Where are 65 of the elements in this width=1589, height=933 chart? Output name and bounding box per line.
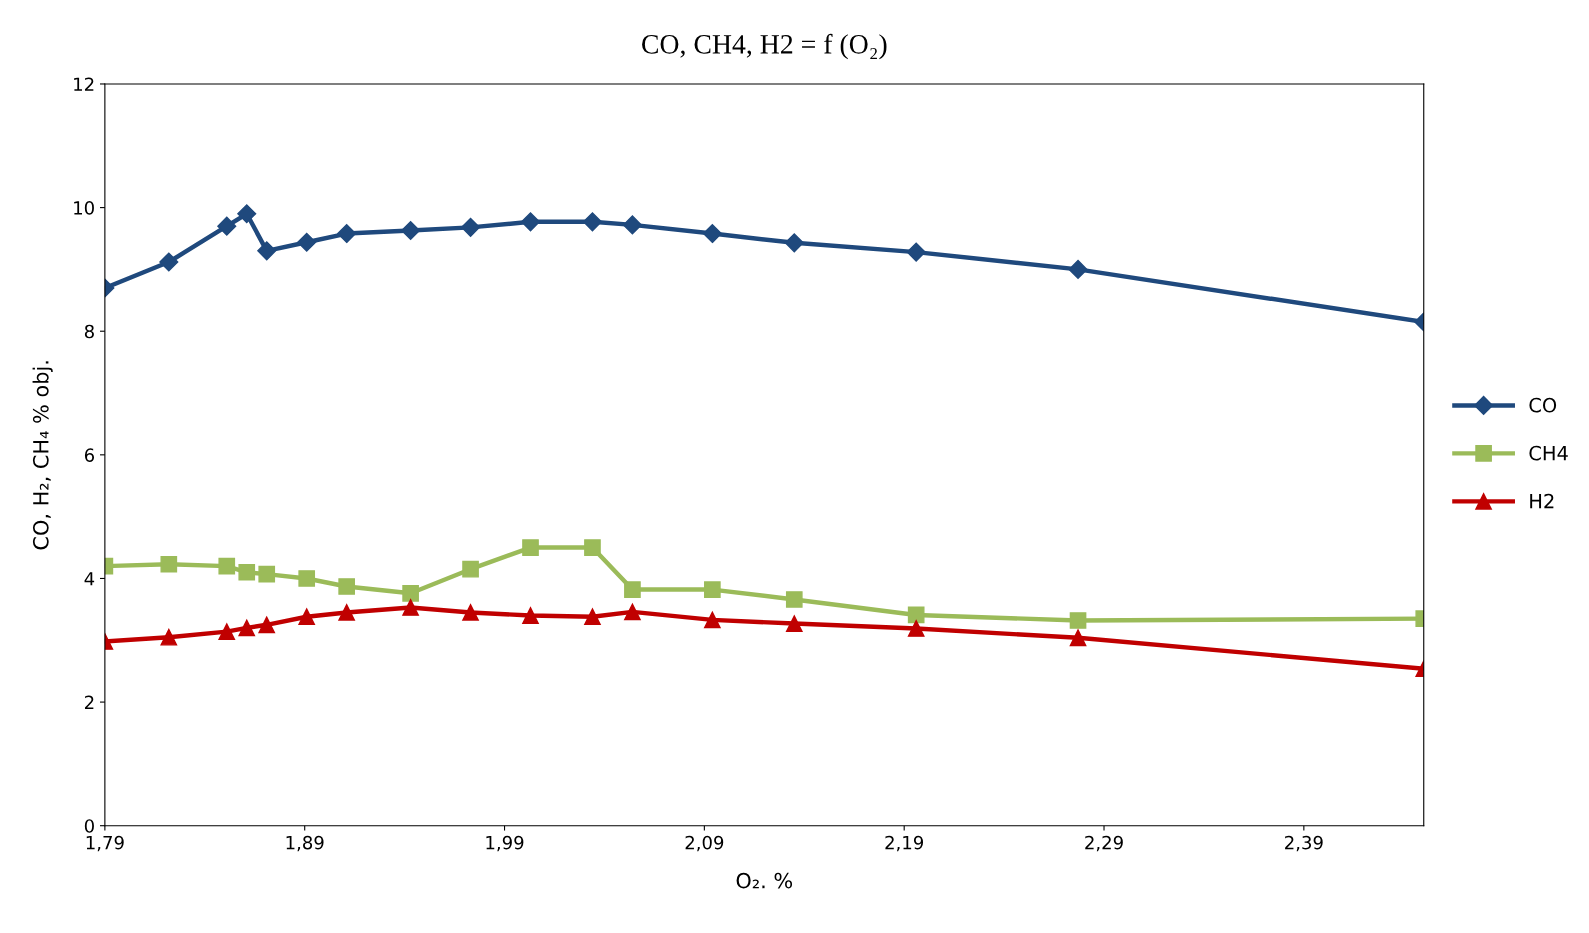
point bbox=[907, 606, 925, 624]
y-tick-label: 12 bbox=[74, 77, 94, 91]
x-tick-label: 1,99 bbox=[486, 835, 524, 852]
x-tick-label: 1,79 bbox=[86, 835, 124, 852]
point bbox=[1069, 612, 1087, 629]
point bbox=[582, 212, 602, 232]
point bbox=[237, 204, 257, 224]
legend-label: CO bbox=[1529, 397, 1557, 413]
point bbox=[297, 232, 317, 252]
point bbox=[462, 560, 479, 578]
point bbox=[159, 252, 179, 272]
point bbox=[1068, 259, 1088, 279]
legend-label: CH4 bbox=[1529, 445, 1568, 461]
point bbox=[218, 557, 236, 575]
point bbox=[401, 220, 421, 240]
point bbox=[702, 224, 722, 244]
point bbox=[624, 581, 641, 598]
point bbox=[160, 555, 178, 573]
point bbox=[704, 611, 721, 629]
x-tick-label: 2,09 bbox=[685, 835, 724, 852]
point bbox=[257, 241, 277, 261]
point bbox=[238, 563, 256, 581]
point bbox=[258, 616, 276, 634]
point bbox=[238, 619, 256, 637]
point bbox=[784, 233, 804, 253]
point bbox=[402, 599, 419, 616]
chart-title: CO, CH4, H2 = f (O₂) bbox=[642, 33, 887, 60]
point bbox=[298, 608, 316, 626]
point bbox=[522, 539, 539, 556]
y-tick-label: 0 bbox=[84, 819, 94, 833]
point bbox=[218, 623, 236, 640]
y-tick-label: 4 bbox=[84, 572, 95, 586]
point bbox=[785, 615, 803, 632]
point bbox=[462, 604, 479, 621]
point bbox=[337, 224, 357, 244]
point bbox=[298, 570, 316, 587]
point bbox=[584, 608, 601, 626]
x-tick-label: 1,89 bbox=[286, 835, 324, 852]
point bbox=[522, 607, 539, 624]
point bbox=[906, 242, 926, 262]
y-tick-label: 6 bbox=[84, 448, 95, 462]
y-axis-title: CO, H₂, CH₄ % obj. bbox=[32, 361, 53, 550]
point bbox=[704, 581, 721, 598]
point bbox=[461, 217, 481, 237]
point bbox=[258, 565, 276, 583]
point bbox=[402, 584, 419, 602]
x-axis-title: O₂. % bbox=[736, 872, 793, 889]
x-tick-label: 2,29 bbox=[1085, 835, 1123, 852]
point bbox=[338, 604, 356, 621]
point bbox=[160, 628, 178, 646]
point bbox=[785, 591, 803, 608]
legend-label: H2 bbox=[1530, 493, 1554, 509]
y-tick-label: 2 bbox=[84, 695, 94, 709]
x-tick-label: 2,19 bbox=[885, 835, 924, 852]
point bbox=[1069, 629, 1087, 647]
point bbox=[622, 215, 642, 235]
point bbox=[338, 578, 356, 595]
point bbox=[624, 603, 641, 621]
point bbox=[907, 620, 925, 637]
point bbox=[217, 216, 237, 236]
x-tick-label: 2,39 bbox=[1285, 835, 1323, 852]
point bbox=[584, 539, 601, 556]
y-tick-label: 10 bbox=[74, 201, 94, 215]
point bbox=[520, 212, 541, 232]
y-tick-label: 8 bbox=[84, 324, 94, 339]
